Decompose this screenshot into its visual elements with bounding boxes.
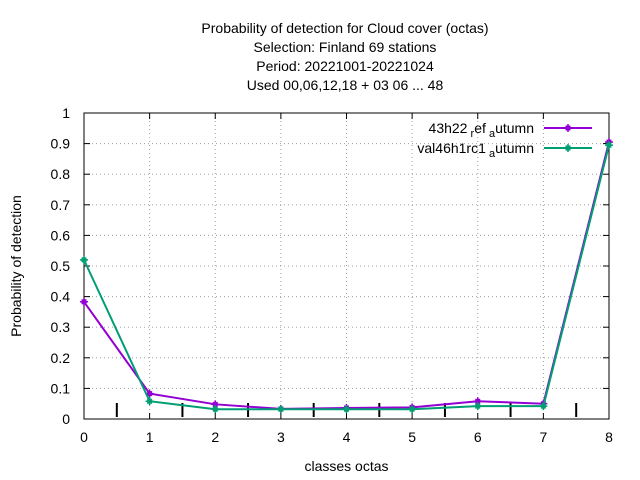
data-point	[145, 397, 154, 406]
y-tick-label: 0.3	[51, 319, 71, 335]
series-line	[83, 141, 610, 410]
y-tick-label: 0.2	[51, 350, 71, 366]
x-tick-label: 6	[474, 429, 482, 445]
x-tick-label: 5	[408, 429, 416, 445]
data-point	[539, 402, 548, 411]
y-tick-label: 0	[62, 411, 70, 427]
y-tick-label: 0.9	[51, 136, 71, 152]
y-tick-label: 0.7	[51, 197, 71, 213]
y-tick-label: 0.8	[51, 166, 71, 182]
title-line: Period: 20221001-20221024	[256, 58, 434, 74]
x-tick-label: 7	[539, 429, 547, 445]
series-layer	[80, 138, 613, 414]
x-tick-label: 4	[343, 429, 351, 445]
legend-marker	[564, 124, 572, 132]
y-tick-label: 0.4	[51, 289, 71, 305]
series-val46h1rc1	[80, 141, 613, 414]
x-tick-label: 1	[146, 429, 154, 445]
x-tick-label: 0	[80, 429, 88, 445]
legend-label: 43h22 ref autumn	[429, 120, 534, 140]
data-point	[408, 405, 417, 414]
x-axis-label: classes octas	[304, 458, 388, 474]
title-line: Probability of detection for Cloud cover…	[201, 20, 488, 36]
title-line: Selection: Finland 69 stations	[254, 39, 437, 55]
y-axis-label: Probability of detection	[8, 195, 24, 337]
chart-title: Probability of detection for Cloud cover…	[201, 20, 488, 93]
data-point	[473, 402, 482, 411]
data-point	[605, 141, 613, 150]
grid	[84, 113, 609, 419]
y-tick-label: 0.5	[51, 258, 71, 274]
data-point	[211, 405, 220, 414]
legend-label: val46h1rc1 autumn	[417, 140, 534, 160]
x-axis: 0 1 2 3 4 5 6 7 8	[80, 113, 613, 445]
y-axis: 0 0.1 0.2 0.3 0.4 0.5 0.6 0.7 0.8 0.9 1	[51, 105, 609, 427]
series-43h22	[80, 138, 613, 413]
y-tick-label: 0.6	[51, 227, 71, 243]
y-tick-label: 0.1	[51, 380, 71, 396]
x-tick-label: 2	[211, 429, 219, 445]
y-tick-label: 1	[62, 105, 70, 121]
x-tick-label: 8	[605, 429, 613, 445]
x-tick-label: 3	[277, 429, 285, 445]
data-point	[80, 255, 88, 264]
legend-marker	[564, 144, 572, 152]
title-line: Used 00,06,12,18 + 03 06 ... 48	[247, 77, 444, 93]
data-point	[276, 405, 285, 414]
data-point	[342, 405, 351, 414]
data-point	[80, 297, 88, 306]
